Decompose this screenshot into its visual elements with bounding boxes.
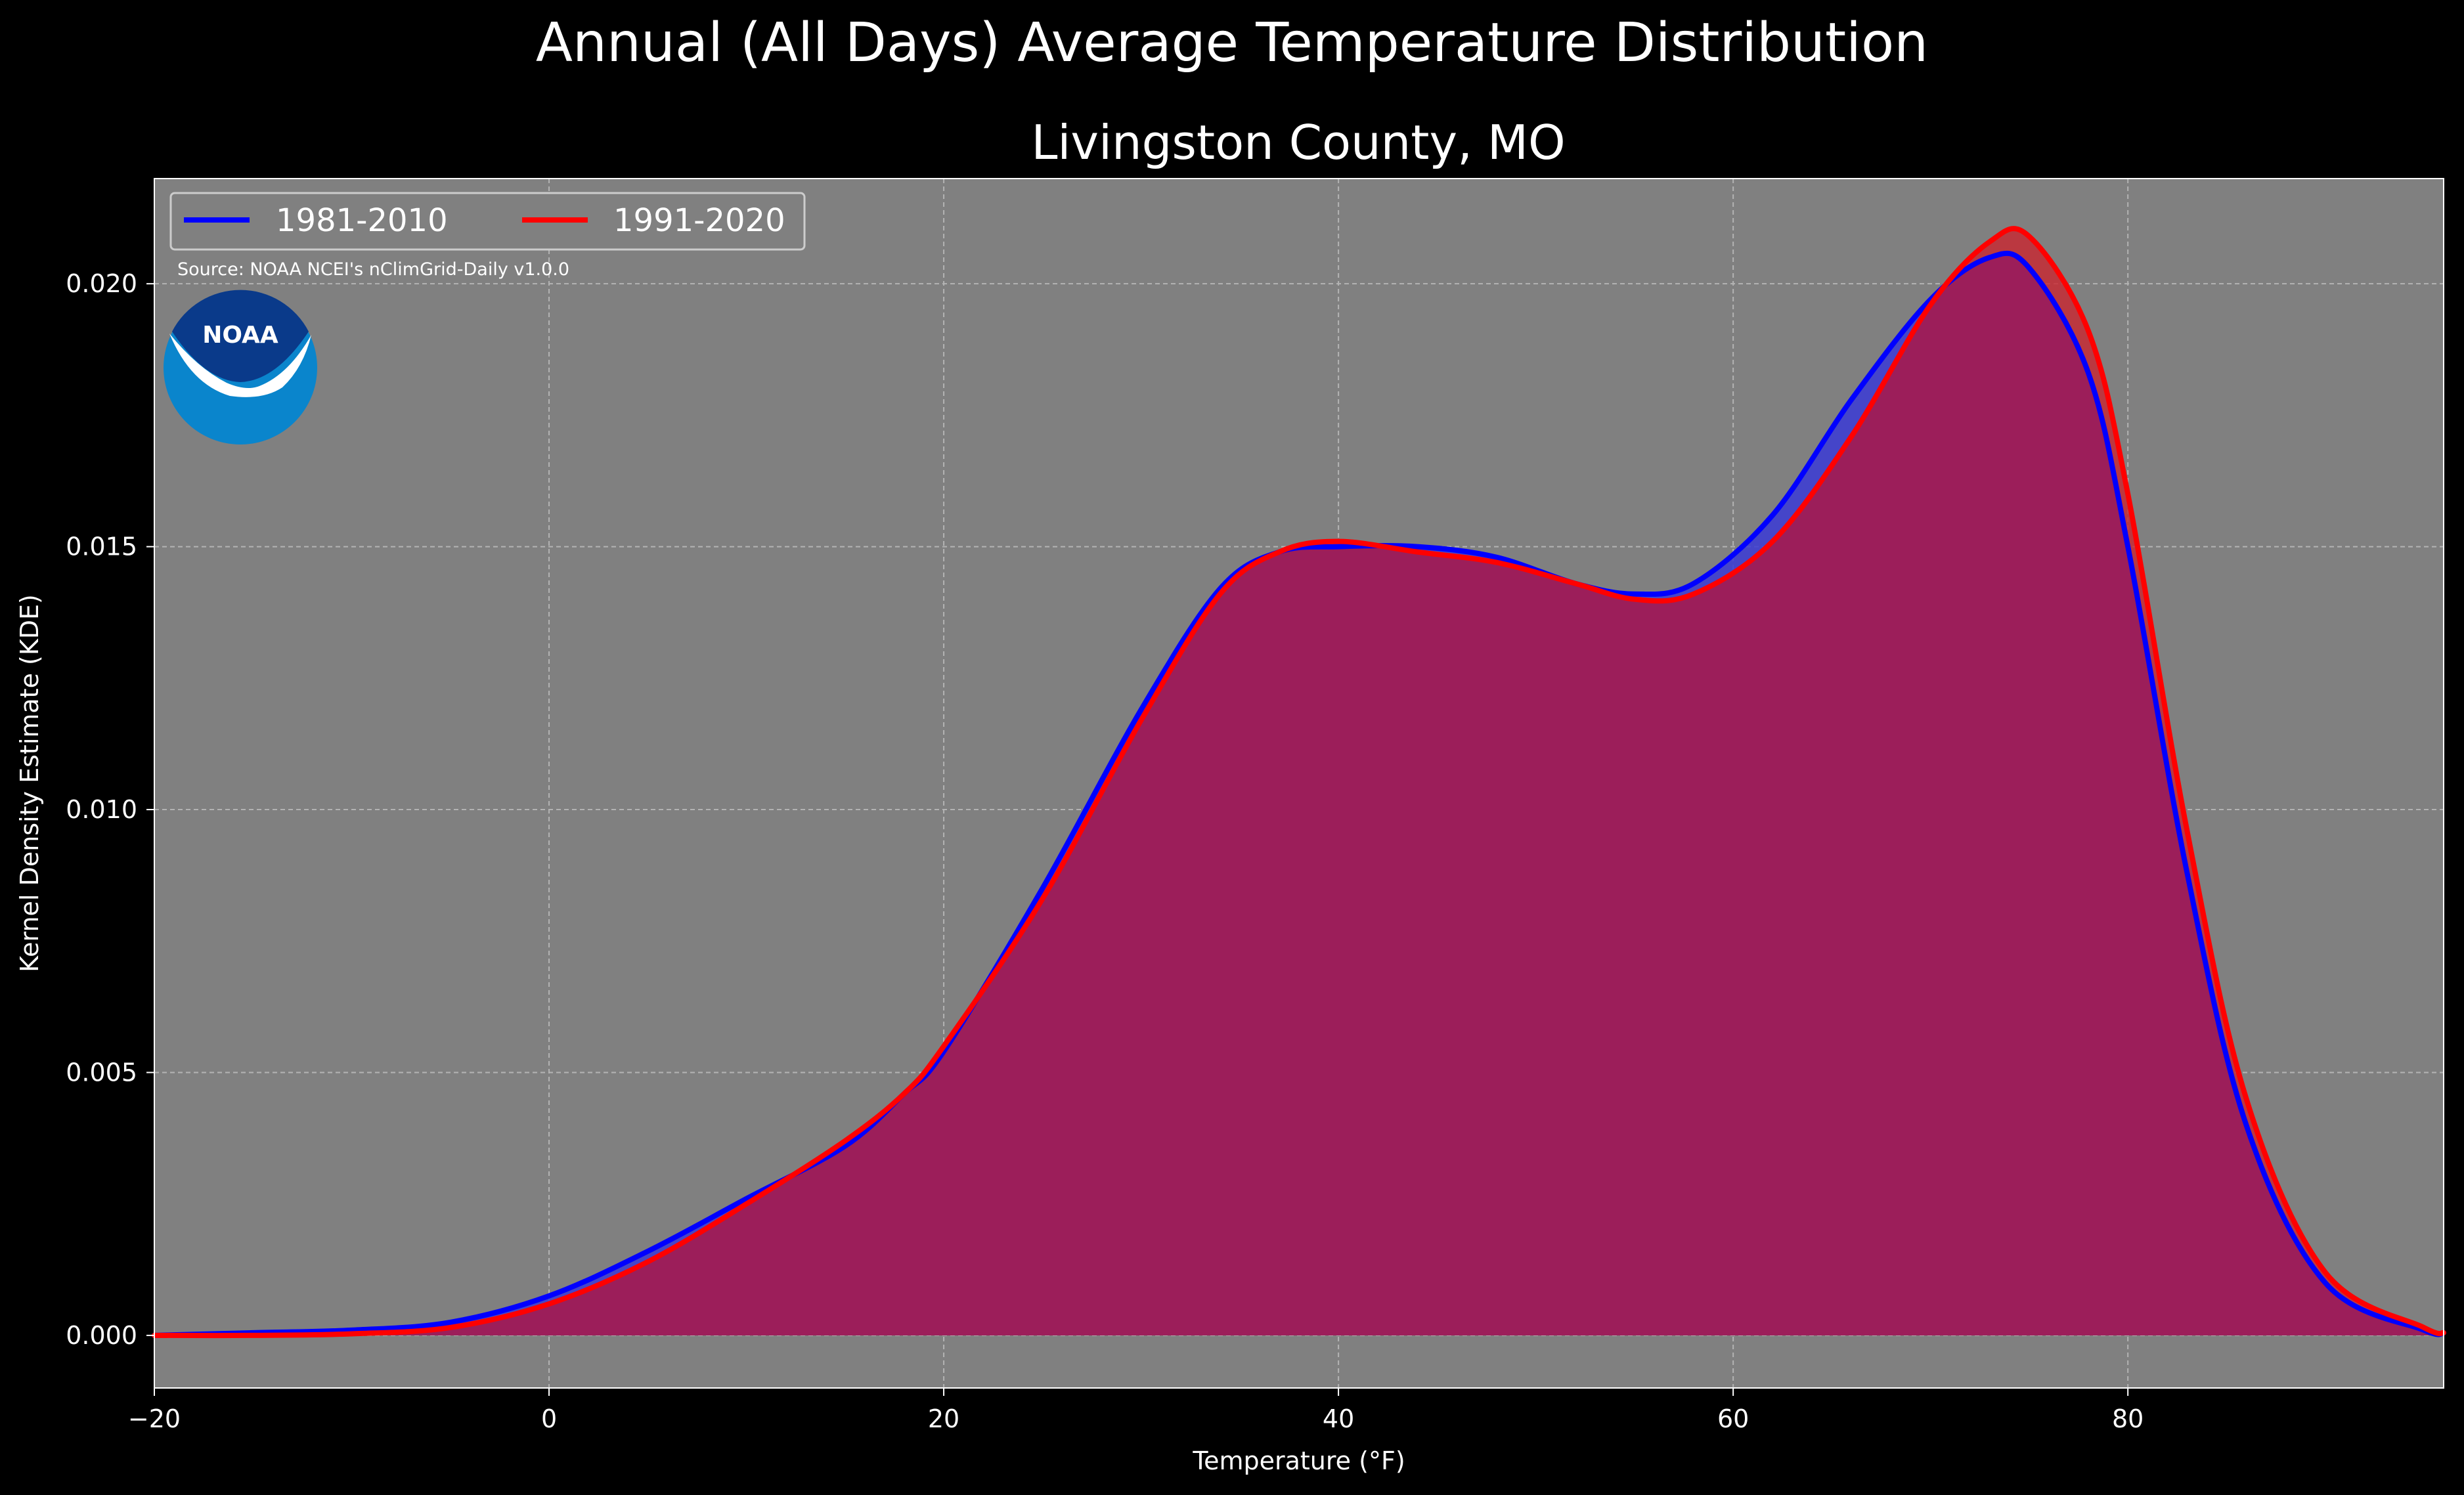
noaa-logo: NOAA: [164, 290, 317, 444]
y-tick-label: 0.005: [66, 1058, 137, 1087]
source-annotation: Source: NOAA NCEI's nClimGrid-Daily v1.0…: [177, 259, 569, 280]
plot-frame: [154, 178, 2444, 1389]
series-lines: [152, 226, 2446, 1339]
x-tick-label: 60: [1717, 1404, 1749, 1433]
overlap-fill: [154, 253, 2444, 1336]
x-tick-label: 0: [541, 1404, 557, 1433]
y-tick-label: 0.000: [66, 1321, 137, 1350]
x-tick-label: −20: [128, 1404, 181, 1433]
series-fills: [154, 228, 2444, 1336]
x-tick-label: 80: [2112, 1404, 2144, 1433]
y-tick-label: 0.015: [66, 532, 137, 561]
x-tick-label: 20: [928, 1404, 959, 1433]
series-line-1981-2010: [152, 250, 2446, 1338]
x-tick-label: 40: [1323, 1404, 1354, 1433]
series-line-1991-2020: [152, 226, 2446, 1339]
noaa-logo-bird: [169, 334, 311, 397]
noaa-logo-top: [172, 290, 309, 382]
legend-label-1991-2020: 1991-2020: [613, 202, 785, 239]
legend-label-1981-2010: 1981-2010: [276, 202, 448, 239]
chart-title: Annual (All Days) Average Temperature Di…: [535, 12, 1929, 74]
legend: 1981-2010 1991-2020: [169, 192, 806, 251]
x-axis-label: Temperature (°F): [1192, 1446, 1405, 1475]
y-tick-label: 0.010: [66, 795, 137, 824]
noaa-logo-text: NOAA: [202, 322, 278, 349]
axes: −20 0 20 40 60 80 0.000 0.005 0.010 0.015 0.020: [66, 178, 2444, 1433]
y-axis-label: Kernel Density Estimate (KDE): [15, 594, 44, 972]
legend-box: [169, 192, 806, 251]
y-tick-label: 0.020: [66, 269, 137, 298]
chart-subtitle: Livingston County, MO: [1031, 115, 1565, 170]
